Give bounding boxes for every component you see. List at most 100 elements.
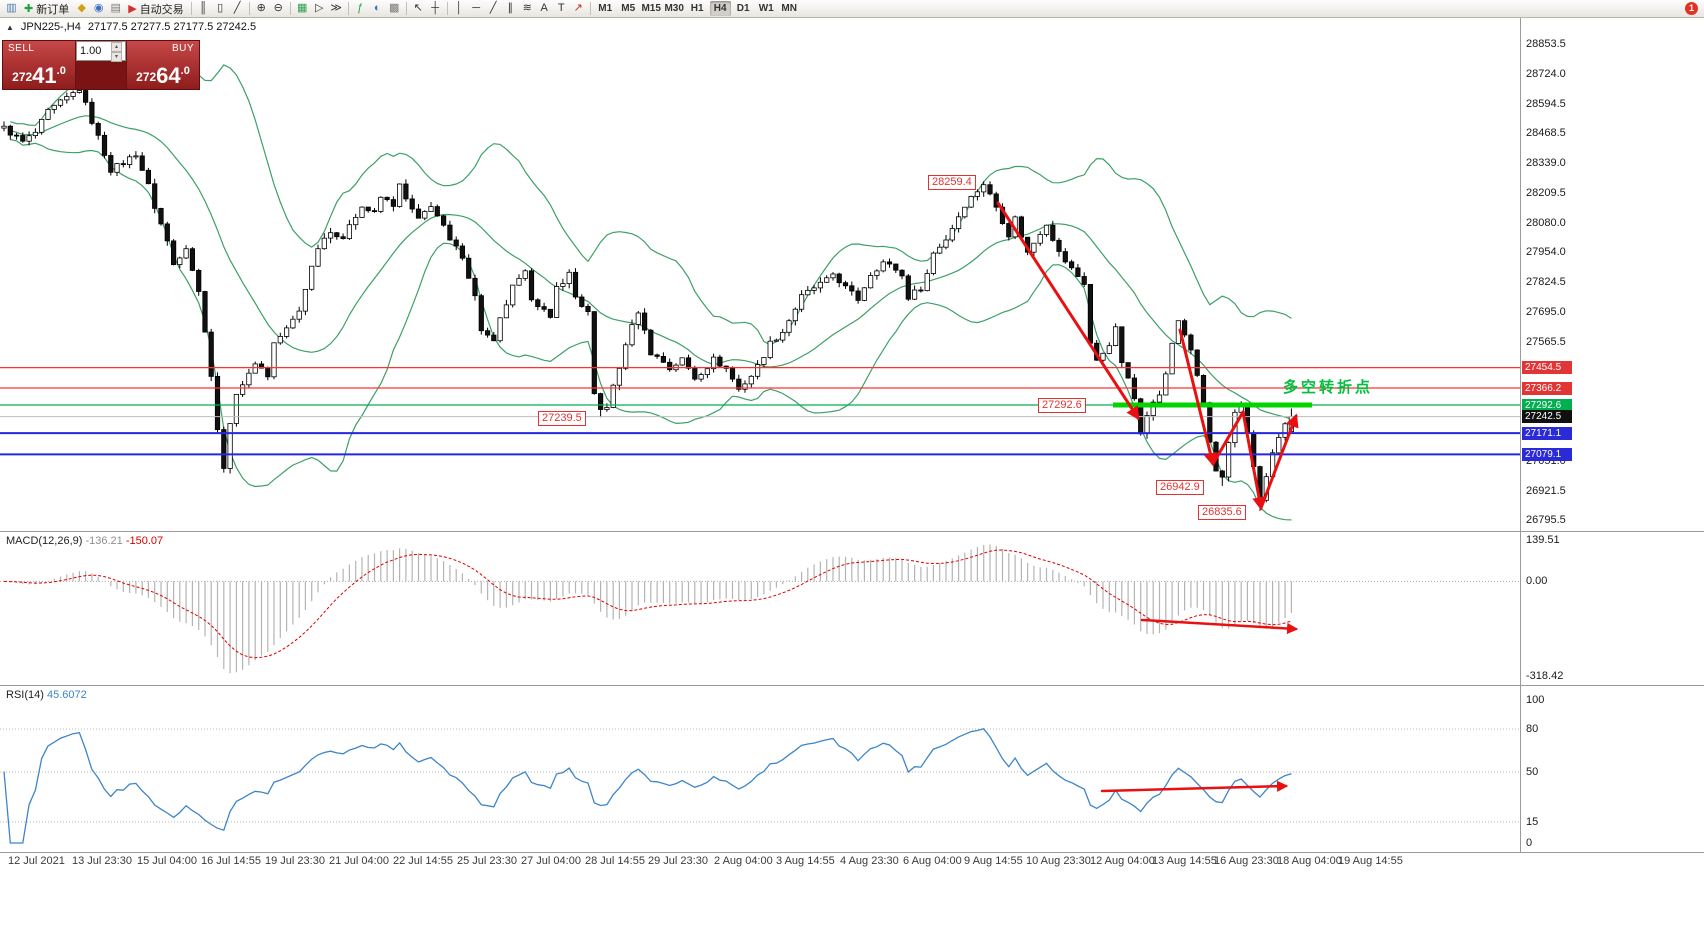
periods-icon[interactable]: ◐	[373, 2, 381, 14]
timeframe-m30-button[interactable]: M30	[664, 3, 684, 14]
line-chart-type-icon[interactable]: ╱	[233, 2, 241, 14]
arrows-tool-icon[interactable]: ↗	[573, 2, 583, 14]
new-order-button[interactable]: ✚ 新订单	[20, 1, 73, 16]
timeframe-m1-button[interactable]: M1	[598, 3, 613, 14]
sell-price-big: 41	[32, 63, 57, 88]
strategy-tester-icon[interactable]: ▤	[110, 2, 121, 14]
candle-chart-type-icon[interactable]: ▯	[217, 2, 224, 14]
time-label: 16 Aug 23:30	[1214, 855, 1279, 867]
text-icon[interactable]: A	[540, 2, 548, 14]
time-label: 29 Jul 23:30	[648, 855, 708, 867]
terminal-icon[interactable]: ▥	[6, 2, 17, 14]
sell-button[interactable]: SELL 272 41 .0	[3, 41, 76, 89]
price-tick: 28853.5	[1526, 38, 1566, 50]
crosshair-icon[interactable]: ┼	[431, 2, 440, 14]
cursor-icon[interactable]: ↖	[413, 2, 423, 14]
price-tick: 28468.5	[1526, 127, 1566, 139]
time-label: 12 Jul 2021	[8, 855, 65, 867]
price-tick: 27695.0	[1526, 306, 1566, 318]
time-label: 2 Aug 04:00	[714, 855, 773, 867]
macd-name: MACD(12,26,9)	[6, 535, 83, 547]
price-tag-27366.2: 27366.2	[1522, 381, 1572, 395]
toolbar-separator	[589, 2, 591, 15]
price-callout: 26835.6	[1198, 505, 1246, 520]
auto-trading-button-icon: ▶	[128, 3, 137, 15]
timeframe-m15-button[interactable]: M15	[641, 3, 661, 14]
indicators-icon[interactable]: ƒ	[357, 2, 364, 14]
vertical-line-icon[interactable]: │	[455, 2, 463, 14]
horizontal-line-icon[interactable]: ─	[472, 2, 481, 14]
buy-price-prefix: 272	[136, 70, 157, 84]
price-tick: 27824.5	[1526, 276, 1566, 288]
time-label: 13 Aug 14:55	[1152, 855, 1217, 867]
buy-label: BUY	[171, 43, 194, 54]
auto-trading-button[interactable]: ▶ 自动交易	[124, 1, 187, 16]
auto-trading-button-label: 自动交易	[139, 3, 184, 16]
symbol-info-bar: ▲ JPN225-,H4 27177.5 27277.5 27177.5 272…	[6, 21, 256, 33]
time-label: 10 Aug 23:30	[1026, 855, 1091, 867]
macd-panel-separator[interactable]	[0, 531, 1704, 532]
volume-section: ▴ ▾	[76, 41, 126, 89]
price-tick: 27565.5	[1526, 335, 1566, 348]
price-axis-separator	[1520, 18, 1521, 852]
time-label: 3 Aug 14:55	[776, 855, 835, 867]
tile-windows-icon[interactable]: ▦	[296, 2, 308, 14]
time-label: 19 Aug 14:55	[1338, 855, 1403, 867]
rsi-axis-label: 15	[1526, 816, 1539, 828]
bar-chart-type-icon[interactable]: ║	[199, 2, 208, 14]
macd-trend-arrow	[1140, 618, 1299, 635]
price-tick: 27954.0	[1526, 246, 1566, 258]
time-label: 28 Jul 14:55	[585, 855, 645, 867]
rsi-panel-separator[interactable]	[0, 685, 1704, 686]
chart-shift-icon[interactable]: ≫	[330, 2, 342, 14]
zoom-out-icon[interactable]: ⊖	[273, 2, 283, 14]
rsi-indicator-label: RSI(14) 45.6072	[6, 689, 87, 701]
zoom-in-icon[interactable]: ⊕	[256, 2, 266, 14]
notification-badge[interactable]: 1	[1685, 2, 1698, 15]
timeframe-mn-button[interactable]: MN	[781, 3, 797, 14]
market-watch-icon[interactable]: ◆	[77, 2, 86, 14]
buy-price-big: 64	[156, 63, 181, 88]
macd-axis-label: -318.42	[1526, 670, 1564, 682]
macd-indicator-label: MACD(12,26,9) -136.21 -150.07	[6, 535, 163, 547]
label-icon[interactable]: T	[557, 2, 565, 14]
time-label: 21 Jul 04:00	[329, 855, 389, 867]
time-label: 22 Jul 14:55	[393, 855, 453, 867]
rsi-trend-arrow	[1100, 780, 1289, 793]
sell-price: 272 41 .0	[3, 63, 75, 88]
collapse-panel-icon[interactable]: ▲	[6, 22, 14, 32]
price-tick: 28594.5	[1526, 97, 1566, 110]
toolbar-separator	[289, 2, 291, 15]
new-order-button-label: 新订单	[36, 3, 70, 16]
navigator-icon[interactable]: ◉	[93, 2, 104, 14]
time-axis-separator	[0, 852, 1704, 853]
timeframe-h4-button[interactable]: H4	[709, 1, 731, 16]
volume-decrease-button[interactable]: ▾	[111, 52, 122, 62]
rsi-axis-label: 80	[1526, 723, 1539, 735]
volume-input[interactable]	[77, 42, 111, 60]
timeframe-h1-button[interactable]: H1	[690, 3, 704, 14]
price-callout: 26942.9	[1156, 480, 1204, 495]
symbol-period-label: JPN225-,H4	[20, 21, 81, 33]
trendline-icon[interactable]: ╱	[489, 2, 497, 14]
time-label: 15 Jul 04:00	[137, 855, 197, 867]
volume-spinner: ▴ ▾	[111, 42, 122, 62]
time-label: 12 Aug 04:00	[1090, 855, 1155, 867]
fibonacci-icon[interactable]: ≋	[522, 2, 532, 14]
templates-icon[interactable]: ▩	[388, 2, 400, 14]
toolbar-separator	[446, 2, 448, 15]
auto-scroll-icon[interactable]: ▷	[314, 2, 324, 14]
timeframe-m5-button[interactable]: M5	[621, 3, 636, 14]
timeframe-w1-button[interactable]: W1	[758, 3, 774, 14]
rally-arrow	[1259, 413, 1299, 510]
pivot-annotation: 多空转折点	[1283, 379, 1374, 396]
bounce1-line	[1211, 410, 1245, 466]
buy-button[interactable]: BUY 272 64 .0	[126, 41, 199, 89]
volume-increase-button[interactable]: ▴	[111, 42, 122, 52]
timeframe-d1-button[interactable]: D1	[736, 3, 750, 14]
bollinger-band-middle	[10, 115, 1292, 420]
channel-icon[interactable]: ∥	[507, 2, 513, 14]
macd-axis-label: 0.00	[1526, 575, 1548, 587]
